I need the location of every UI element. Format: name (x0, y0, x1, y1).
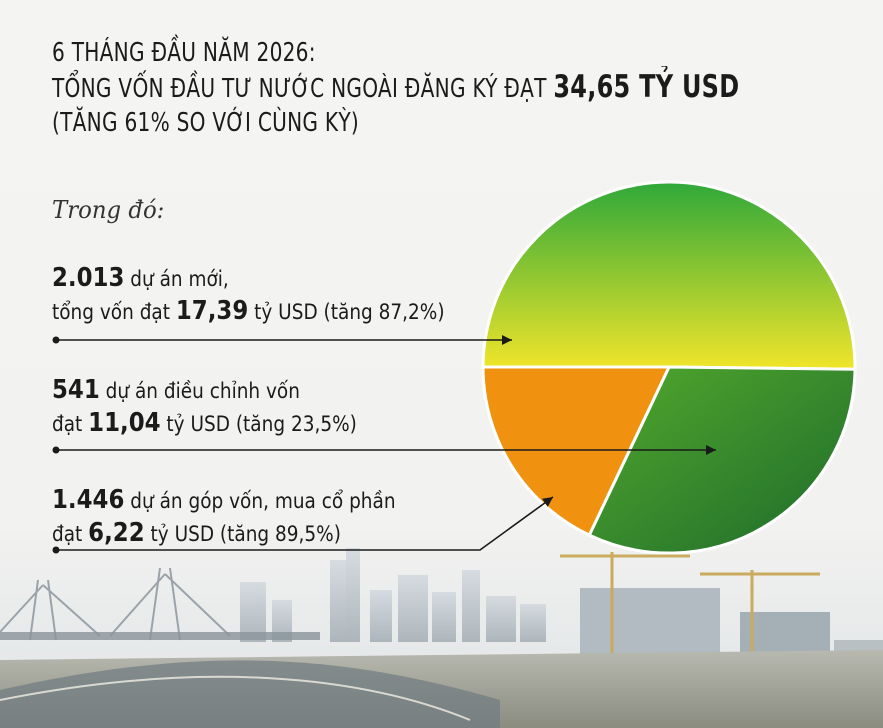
item-line: 541 dự án điều chỉnh vốn (52, 374, 357, 407)
item-text: đạt (52, 522, 89, 546)
item-text: tỷ USD (tăng 23,5%) (160, 412, 357, 436)
item-value: 11,04 (88, 408, 161, 438)
item-adjusted-projects: 541 dự án điều chỉnh vốn đạt 11,04 tỷ US… (52, 374, 398, 440)
pie-slice-new-projects (481, 180, 857, 371)
headline-line-3: (TĂNG 61% SO VỚI CÙNG KỲ) (52, 108, 360, 138)
subtitle: Trong đó: (52, 196, 165, 224)
item-count: 541 (52, 375, 100, 405)
item-new-projects: 2.013 dự án mới, tổng vốn đạt 17,39 tỷ U… (52, 262, 498, 328)
item-line: tổng vốn đạt 17,39 tỷ USD (tăng 87,2%) (52, 295, 445, 328)
item-text: tỷ USD (tăng 87,2%) (248, 300, 445, 324)
item-label: dự án điều chỉnh vốn (99, 379, 300, 403)
headline: 6 THÁNG ĐẦU NĂM 2026: TỔNG VỐN ĐẦU TƯ NƯ… (52, 36, 872, 140)
headline-line-1: 6 THÁNG ĐẦU NĂM 2026: (52, 38, 316, 68)
item-line: 1.446 dự án góp vốn, mua cổ phần (52, 484, 396, 517)
item-capital-contribution: 1.446 dự án góp vốn, mua cổ phần đạt 6,2… (52, 484, 442, 550)
headline-line-2-text: TỔNG VỐN ĐẦU TƯ NƯỚC NGOÀI ĐĂNG KÝ ĐẠT (52, 74, 554, 104)
item-value: 17,39 (175, 296, 249, 326)
item-text: đạt (52, 412, 89, 436)
headline-line-2: TỔNG VỐN ĐẦU TƯ NƯỚC NGOÀI ĐĂNG KÝ ĐẠT 3… (52, 70, 757, 106)
item-label: dự án góp vốn, mua cổ phần (124, 489, 396, 513)
item-text: tổng vốn đạt (52, 300, 176, 324)
item-line: đạt 11,04 tỷ USD (tăng 23,5%) (52, 407, 357, 440)
arrow-new-projects (52, 335, 512, 345)
pie-slice-adjusted-projects (587, 365, 857, 555)
item-text: tỷ USD (tăng 89,5%) (144, 522, 341, 546)
item-count: 2.013 (52, 263, 125, 293)
item-label: dự án mới, (124, 267, 229, 291)
pie-slice-capital-contribution (481, 365, 672, 538)
total-value: 34,65 TỶ USD (553, 69, 740, 105)
item-line: 2.013 dự án mới, (52, 262, 445, 295)
arrow-adjusted-projects (52, 445, 716, 455)
item-count: 1.446 (52, 485, 125, 515)
item-line: đạt 6,22 tỷ USD (tăng 89,5%) (52, 517, 396, 550)
item-value: 6,22 (88, 518, 145, 548)
arrow-capital-contribution (52, 496, 554, 554)
